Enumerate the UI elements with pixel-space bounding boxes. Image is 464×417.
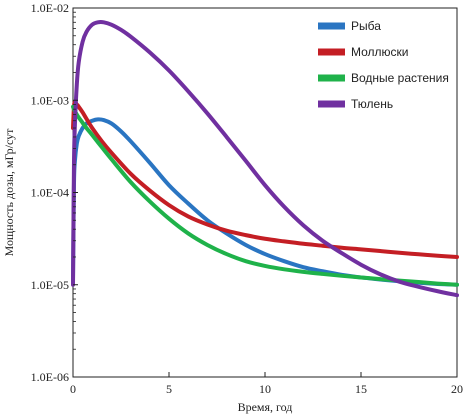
y-tick-label: 1.0E-02 — [31, 1, 69, 15]
y-tick-label: 1.0E-06 — [31, 370, 69, 384]
y-tick-label: 1.0E-03 — [31, 93, 69, 107]
y-tick-label: 1.0E-04 — [31, 186, 69, 200]
legend: Рыба Моллюски Водные растения Тюлень — [318, 19, 449, 111]
legend-label: Тюлень — [351, 97, 393, 111]
x-tick-label: 15 — [355, 382, 367, 396]
series-line-2 — [71, 100, 459, 259]
legend-label: Водные растения — [351, 71, 449, 85]
y-axis-title: Мощность дозы, мГр/сут — [2, 128, 16, 257]
x-tick-label: 10 — [259, 382, 271, 396]
series-layer — [71, 19, 459, 298]
plot-border — [72, 7, 458, 378]
plot-frame — [72, 7, 458, 378]
legend-label: Рыба — [351, 19, 381, 33]
x-axis-title: Время, год — [238, 400, 293, 414]
series-line-3 — [71, 104, 459, 287]
tick-layer: 0 5 10 15 20 1.0E-06 1.0E-05 1.0E-04 1.0E-03 1.0E… — [31, 1, 463, 396]
legend-label: Моллюски — [351, 45, 409, 59]
x-tick-label: 0 — [70, 382, 76, 396]
series-line-4 — [71, 19, 459, 298]
x-tick-label: 5 — [166, 382, 172, 396]
y-tick-label: 1.0E-05 — [31, 278, 69, 292]
x-tick-label: 20 — [451, 382, 463, 396]
series-line-1 — [71, 117, 459, 287]
